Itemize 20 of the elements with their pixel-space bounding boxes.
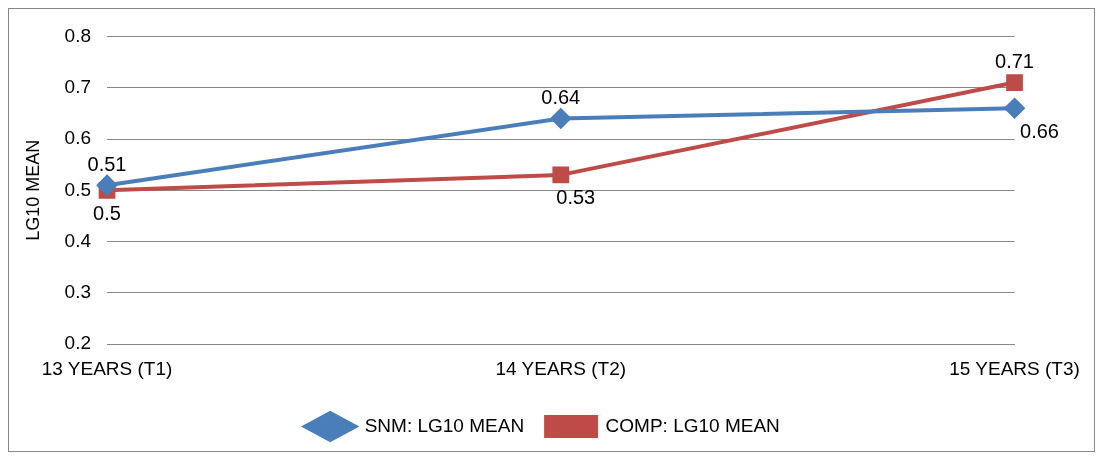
y-axis-title: LG10 MEAN <box>22 139 43 241</box>
y-tick-label: 0.3 <box>64 281 92 303</box>
legend-label: COMP: LG10 MEAN <box>605 414 780 436</box>
data-label: 0.5 <box>93 201 121 224</box>
y-tick-label: 0.5 <box>64 178 92 200</box>
y-tick-label: 0.7 <box>64 75 92 97</box>
data-label: 0.71 <box>995 50 1034 73</box>
data-label: 0.51 <box>87 152 127 175</box>
y-tick-label: 0.2 <box>64 332 92 354</box>
x-tick-label: 13 YEARS (T1) <box>41 357 173 379</box>
data-label: 0.66 <box>1020 119 1059 142</box>
y-tick-label: 0.6 <box>64 127 92 149</box>
x-tick-label: 15 YEARS (T3) <box>949 357 1080 379</box>
legend-label: SNM: LG10 MEAN <box>364 414 525 436</box>
chart-frame: LG10 MEAN SNM: LG10 MEAN COMP: LG10 MEAN 13 YEARS (T1) 14 YEARS (T2) 15 YEARS (T3) 0.2 0.3 0.4 0.5 0.6 0.7 0.8 0.51 0.64 0.66 0.5 0.53 0.71 <box>8 8 1095 452</box>
data-label: 0.53 <box>556 186 596 209</box>
y-tick-label: 0.4 <box>64 229 92 251</box>
x-tick-label: 14 YEARS (T2) <box>495 357 627 379</box>
data-label: 0.64 <box>541 86 581 108</box>
y-tick-label: 0.8 <box>64 24 92 46</box>
